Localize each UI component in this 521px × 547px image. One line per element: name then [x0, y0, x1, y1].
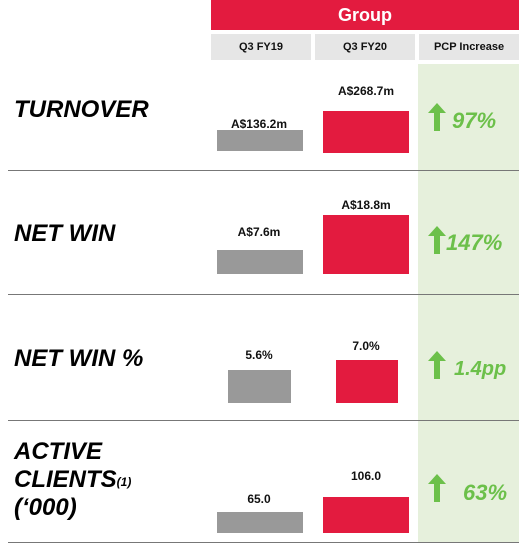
row-label-net-win-pct: NET WIN %: [14, 345, 144, 372]
group-header: Group: [211, 0, 519, 30]
column-header-pcp-increase: PCP Increase: [419, 34, 519, 60]
fy20-value-label: A$268.7m: [337, 84, 395, 98]
fy20-value-label: 7.0%: [352, 339, 380, 353]
row-label-net-win: NET WIN: [14, 220, 116, 247]
footnote-marker: (1): [116, 475, 132, 489]
fy19-value-label: 65.0: [247, 492, 271, 506]
bar-fy19: [217, 250, 303, 274]
pcp-increase-value: 63%: [463, 480, 508, 505]
bar-fy19: [217, 130, 303, 151]
row-label-line: ACTIVE: [14, 438, 103, 465]
up-arrow-icon: [428, 351, 446, 379]
fy20-value-label: 106.0: [350, 469, 382, 483]
bar-fy19: [228, 370, 291, 403]
row-divider: [8, 542, 519, 543]
row-label-active-clients: ACTIVE CLIENTS(1) (‘000): [14, 438, 131, 522]
pcp-increase-value: 1.4pp: [454, 358, 507, 380]
fy19-value-label: 5.6%: [245, 348, 273, 362]
up-arrow-icon: [428, 226, 446, 254]
fy19-value-label: A$136.2m: [230, 117, 288, 131]
bar-fy20: [323, 497, 409, 533]
row-divider: [8, 294, 519, 295]
column-header-q3-fy19: Q3 FY19: [211, 34, 311, 60]
bar-fy20: [336, 360, 398, 403]
pcp-increase-value: 147%: [446, 230, 503, 255]
row-divider: [8, 420, 519, 421]
column-header-q3-fy20: Q3 FY20: [315, 34, 415, 60]
up-arrow-icon: [428, 103, 446, 131]
up-arrow-icon: [428, 474, 446, 502]
row-label-line-text: CLIENTS: [14, 466, 117, 493]
pcp-increase-column: [418, 64, 519, 542]
row-label-line: CLIENTS(1): [14, 466, 131, 494]
row-label-line: (‘000): [14, 494, 77, 521]
bar-fy20: [323, 215, 409, 274]
fy19-value-label: A$7.6m: [237, 225, 281, 239]
row-label-turnover: TURNOVER: [14, 96, 149, 123]
row-divider: [8, 170, 519, 171]
pcp-increase-value: 97%: [452, 108, 497, 133]
bar-fy20: [323, 111, 409, 153]
fy20-value-label: A$18.8m: [341, 198, 391, 212]
bar-fy19: [217, 512, 303, 533]
